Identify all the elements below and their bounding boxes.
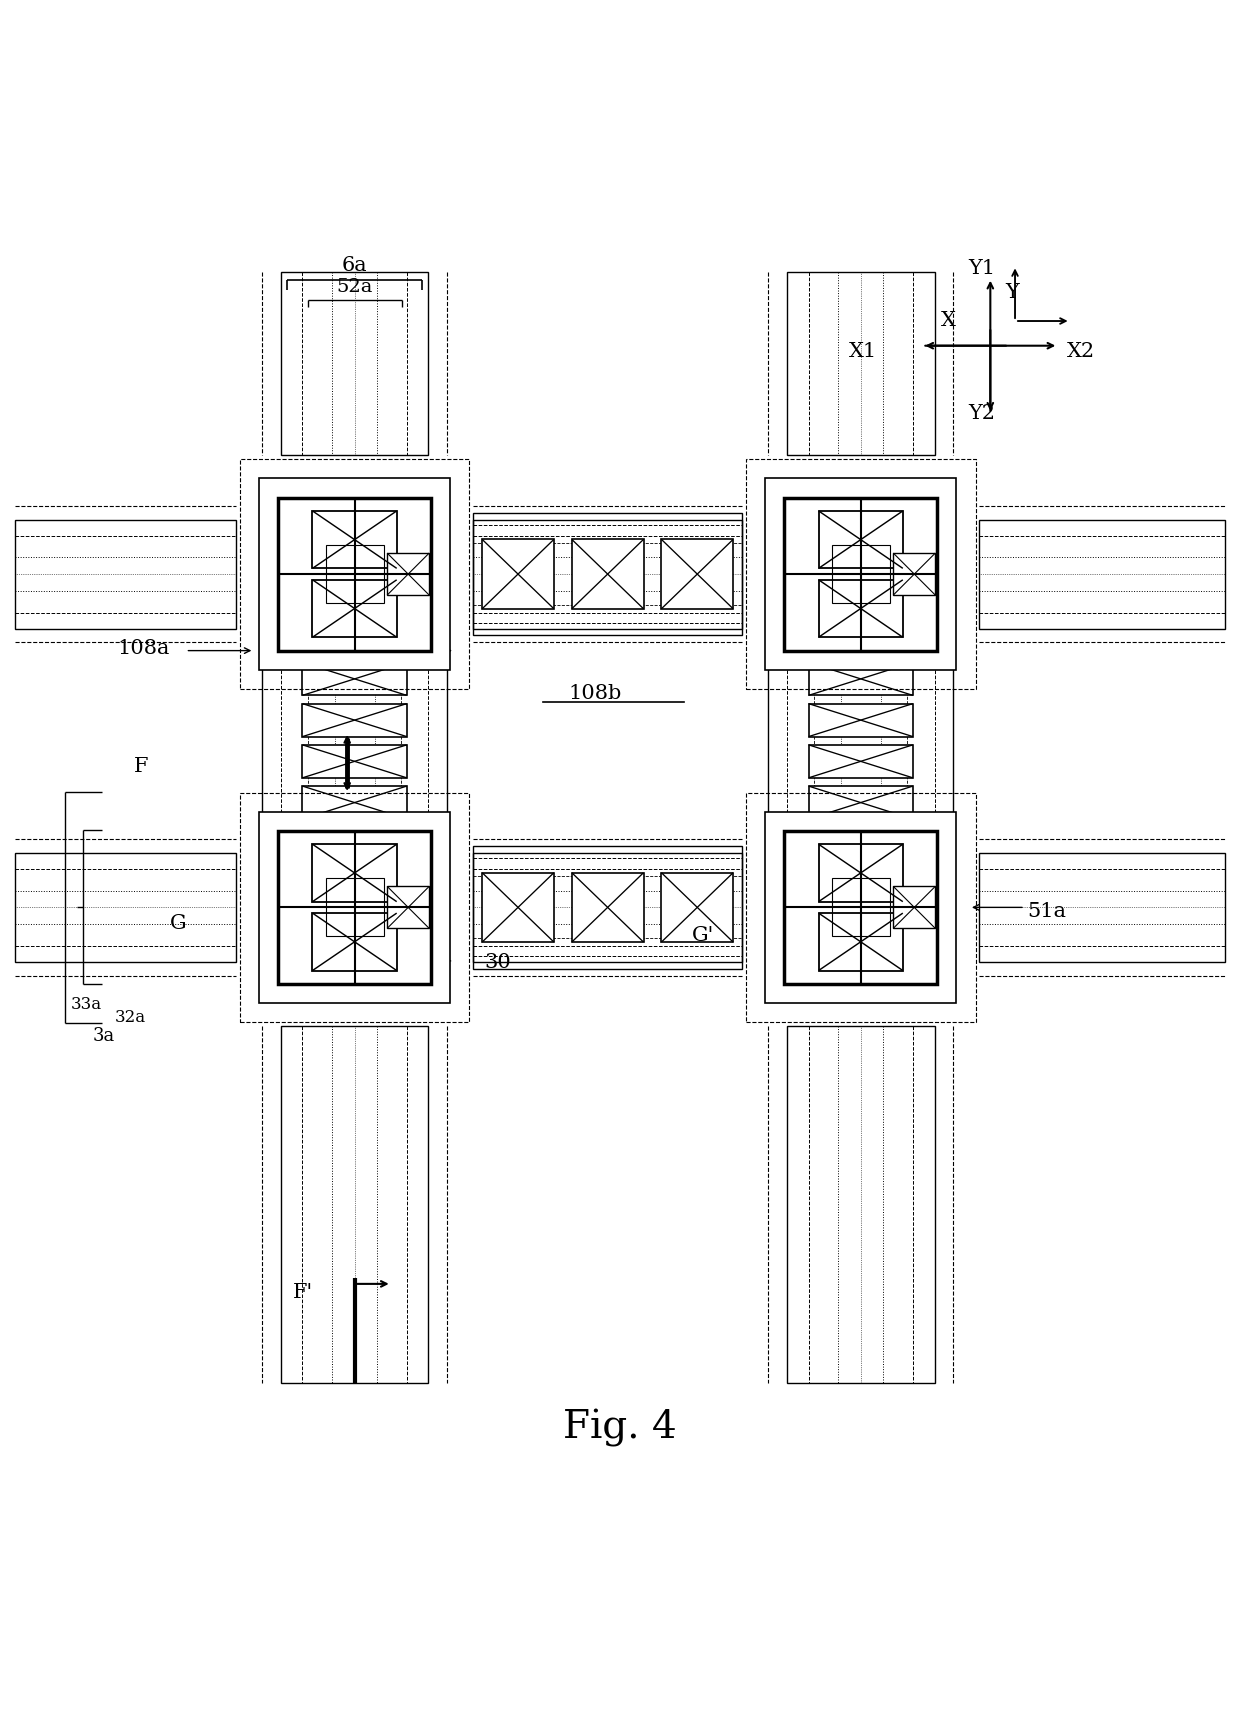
Text: 108a: 108a: [117, 638, 170, 657]
Bar: [387, 887, 429, 928]
Bar: [326, 879, 383, 937]
Text: 108b: 108b: [569, 685, 622, 704]
Bar: [818, 580, 903, 637]
Bar: [769, 659, 954, 824]
Bar: [784, 498, 937, 650]
Bar: [278, 831, 432, 983]
Text: 51a: 51a: [1028, 901, 1066, 920]
Bar: [474, 846, 742, 970]
Bar: [808, 786, 913, 819]
Bar: [15, 520, 236, 628]
Bar: [661, 539, 733, 609]
Bar: [303, 662, 407, 695]
Text: 30: 30: [484, 954, 511, 973]
Bar: [312, 580, 397, 637]
Text: F: F: [134, 757, 149, 776]
Bar: [661, 873, 733, 942]
Bar: [818, 844, 903, 901]
Bar: [893, 887, 935, 928]
Bar: [572, 539, 644, 609]
Bar: [746, 460, 976, 688]
Bar: [259, 812, 450, 1004]
Text: Fig. 4: Fig. 4: [563, 1409, 677, 1447]
Bar: [303, 786, 407, 819]
Text: Y2: Y2: [968, 403, 996, 422]
Bar: [482, 539, 554, 609]
Text: G': G': [692, 927, 714, 946]
Bar: [572, 873, 644, 942]
Text: Y1: Y1: [968, 259, 996, 278]
Bar: [818, 913, 903, 971]
Bar: [832, 879, 890, 937]
Text: X: X: [941, 311, 956, 329]
Text: 33a: 33a: [71, 997, 102, 1012]
Bar: [278, 498, 432, 650]
Text: 6a: 6a: [342, 256, 367, 275]
Bar: [303, 704, 407, 736]
Bar: [312, 844, 397, 901]
Bar: [765, 479, 956, 669]
Bar: [263, 659, 446, 824]
Bar: [893, 553, 935, 595]
Text: 52a: 52a: [336, 278, 373, 297]
Text: G: G: [170, 915, 186, 934]
Bar: [474, 513, 742, 635]
Bar: [784, 831, 937, 983]
Text: 32a: 32a: [114, 1009, 145, 1026]
Bar: [387, 553, 429, 595]
Bar: [259, 479, 450, 669]
Bar: [832, 546, 890, 602]
Bar: [980, 520, 1225, 628]
Bar: [303, 745, 407, 777]
Text: X1: X1: [848, 343, 877, 362]
Bar: [818, 511, 903, 568]
Bar: [746, 793, 976, 1023]
Text: F': F': [293, 1284, 314, 1302]
Bar: [482, 873, 554, 942]
Bar: [808, 662, 913, 695]
Text: Y: Y: [1006, 283, 1019, 302]
Bar: [326, 546, 383, 602]
Bar: [787, 271, 935, 455]
Bar: [312, 913, 397, 971]
Bar: [15, 853, 236, 963]
Bar: [787, 1026, 935, 1383]
Bar: [239, 793, 470, 1023]
Text: X2: X2: [1066, 343, 1095, 362]
Bar: [474, 520, 742, 628]
Bar: [474, 853, 742, 963]
Bar: [980, 853, 1225, 963]
Text: 3a: 3a: [93, 1028, 115, 1045]
Bar: [312, 511, 397, 568]
Bar: [280, 1026, 428, 1383]
Bar: [808, 745, 913, 777]
Bar: [239, 460, 470, 688]
Bar: [280, 271, 428, 455]
Bar: [765, 812, 956, 1004]
Bar: [808, 704, 913, 736]
